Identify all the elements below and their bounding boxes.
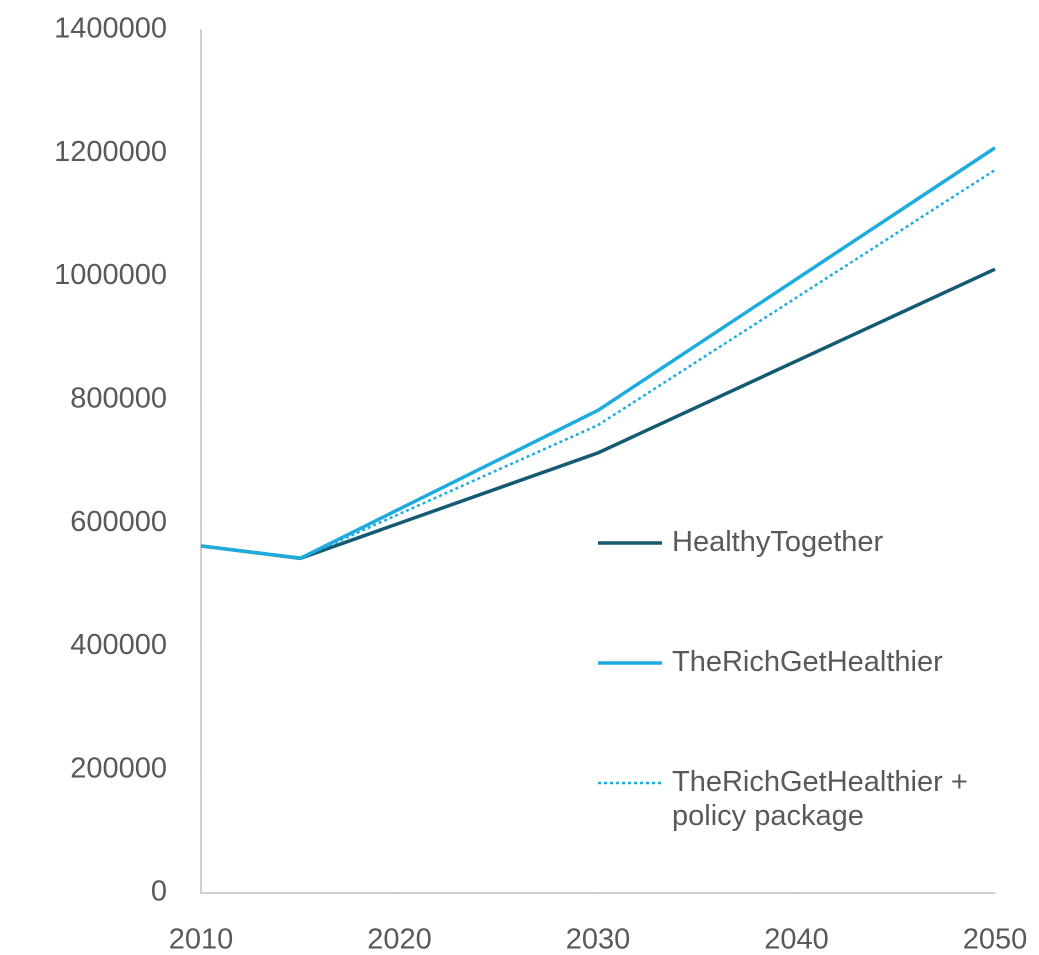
- y-tick-label: 600000: [70, 506, 167, 538]
- legend-label: TheRichGetHealthier: [672, 646, 943, 678]
- y-tick-label: 1000000: [54, 259, 167, 291]
- y-tick-label: 1200000: [54, 136, 167, 168]
- series-line: [200, 168, 996, 560]
- legend-label: HealthyTogether: [672, 526, 884, 558]
- x-tick-label: 2050: [963, 924, 1028, 955]
- y-tick-label: 200000: [70, 752, 167, 784]
- x-tick-label: 2010: [169, 924, 234, 955]
- y-tick-label: 0: [151, 876, 167, 908]
- x-tick-label: 2030: [566, 924, 631, 955]
- series-line: [200, 146, 996, 561]
- y-tick-label: 400000: [70, 629, 167, 661]
- x-tick-label: 2020: [367, 924, 432, 955]
- y-tick-label: 800000: [70, 383, 167, 415]
- x-tick-label: 2040: [764, 924, 829, 955]
- series-line: [200, 267, 996, 561]
- legend-label: TheRichGetHealthier + policy package: [672, 766, 968, 832]
- y-tick-label: 1400000: [54, 13, 167, 45]
